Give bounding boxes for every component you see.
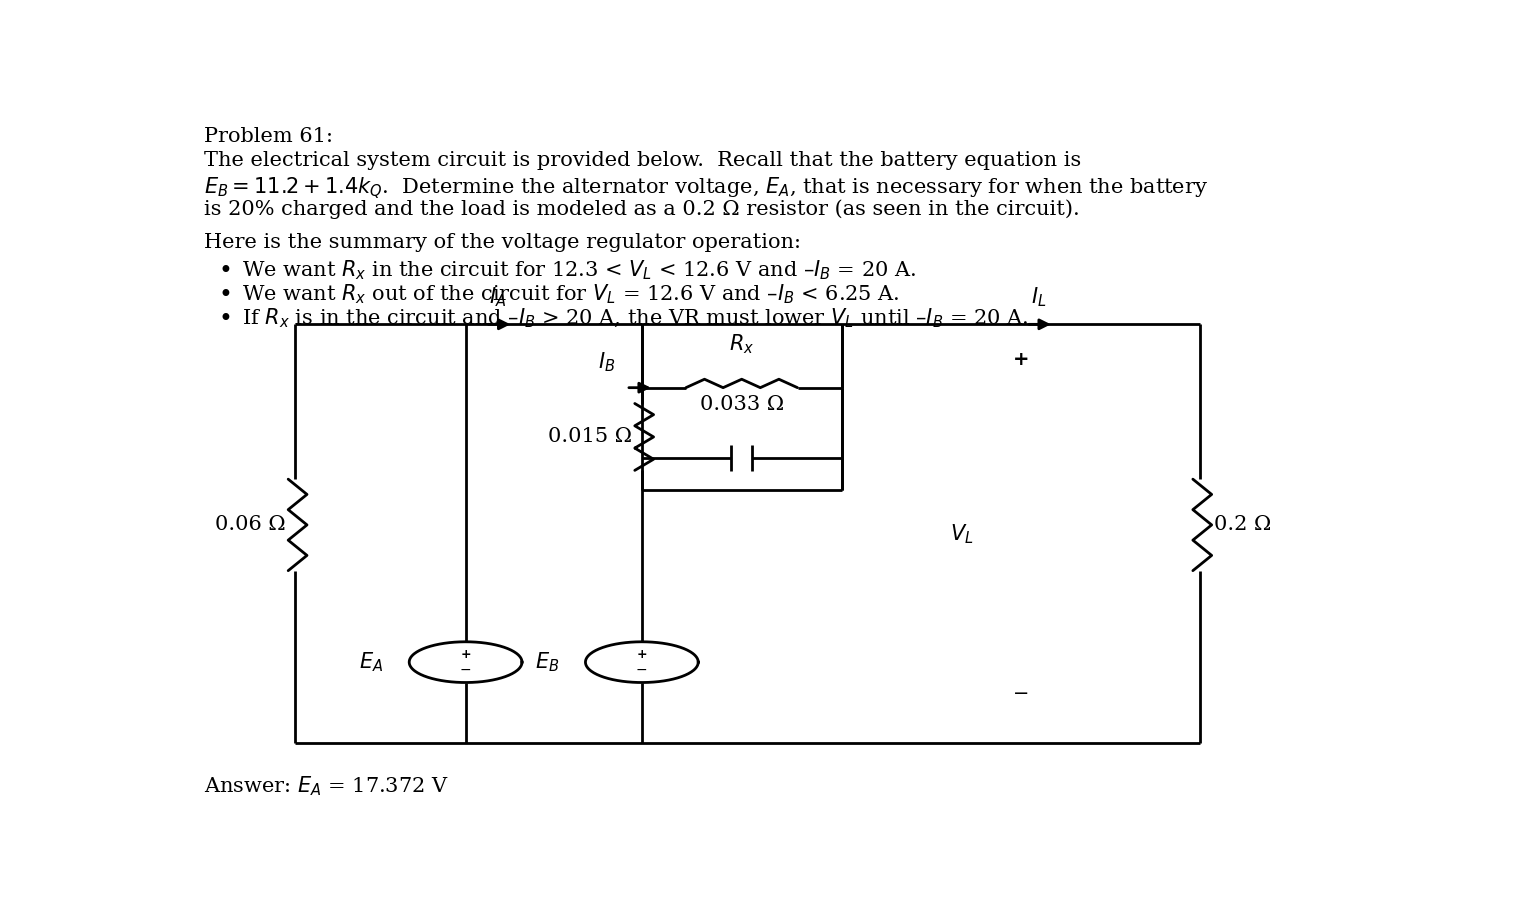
Text: 0.06 Ω: 0.06 Ω: [215, 515, 287, 535]
Text: −: −: [637, 663, 647, 677]
Text: We want $R_x$ out of the circuit for $V_L$ = 12.6 V and –$I_B$ < 6.25 A.: We want $R_x$ out of the circuit for $V_…: [243, 282, 901, 306]
Text: +: +: [461, 648, 471, 661]
Text: $V_L$: $V_L$: [951, 522, 973, 546]
Text: If $R_x$ is in the circuit and –$I_B$ > 20 A, the VR must lower $V_L$ until –$I_: If $R_x$ is in the circuit and –$I_B$ > …: [243, 307, 1029, 330]
Text: $E_B$: $E_B$: [535, 651, 559, 674]
Text: 0.2 Ω: 0.2 Ω: [1214, 515, 1272, 535]
Text: −: −: [459, 663, 471, 677]
Text: 0.033 Ω: 0.033 Ω: [700, 395, 784, 414]
Text: Problem 61:: Problem 61:: [203, 127, 332, 146]
Text: $I_L$: $I_L$: [1031, 285, 1046, 309]
Text: Here is the summary of the voltage regulator operation:: Here is the summary of the voltage regul…: [203, 232, 800, 251]
Text: +: +: [637, 648, 647, 661]
Text: $R_x$: $R_x$: [729, 333, 755, 356]
Text: •: •: [218, 259, 233, 282]
Text: 0.015 Ω: 0.015 Ω: [549, 428, 632, 446]
Text: $I_A$: $I_A$: [490, 285, 506, 309]
Text: •: •: [218, 307, 233, 331]
Text: is 20% charged and the load is modeled as a 0.2 Ω resistor (as seen in the circu: is 20% charged and the load is modeled a…: [203, 199, 1079, 218]
Text: $E_B = 11.2 + 1.4k_Q$.  Determine the alternator voltage, $E_A$, that is necessa: $E_B = 11.2 + 1.4k_Q$. Determine the alt…: [203, 175, 1208, 201]
Text: The electrical system circuit is provided below.  Recall that the battery equati: The electrical system circuit is provide…: [203, 151, 1081, 170]
Text: +: +: [1013, 350, 1029, 369]
Text: $E_A$: $E_A$: [359, 651, 384, 674]
Text: $I_B$: $I_B$: [597, 350, 615, 374]
Text: •: •: [218, 282, 233, 307]
Text: Answer: $E_A$ = 17.372 V: Answer: $E_A$ = 17.372 V: [203, 775, 449, 798]
Text: −: −: [1013, 685, 1029, 703]
Text: We want $R_x$ in the circuit for 12.3 < $V_L$ < 12.6 V and –$I_B$ = 20 A.: We want $R_x$ in the circuit for 12.3 < …: [243, 259, 916, 282]
